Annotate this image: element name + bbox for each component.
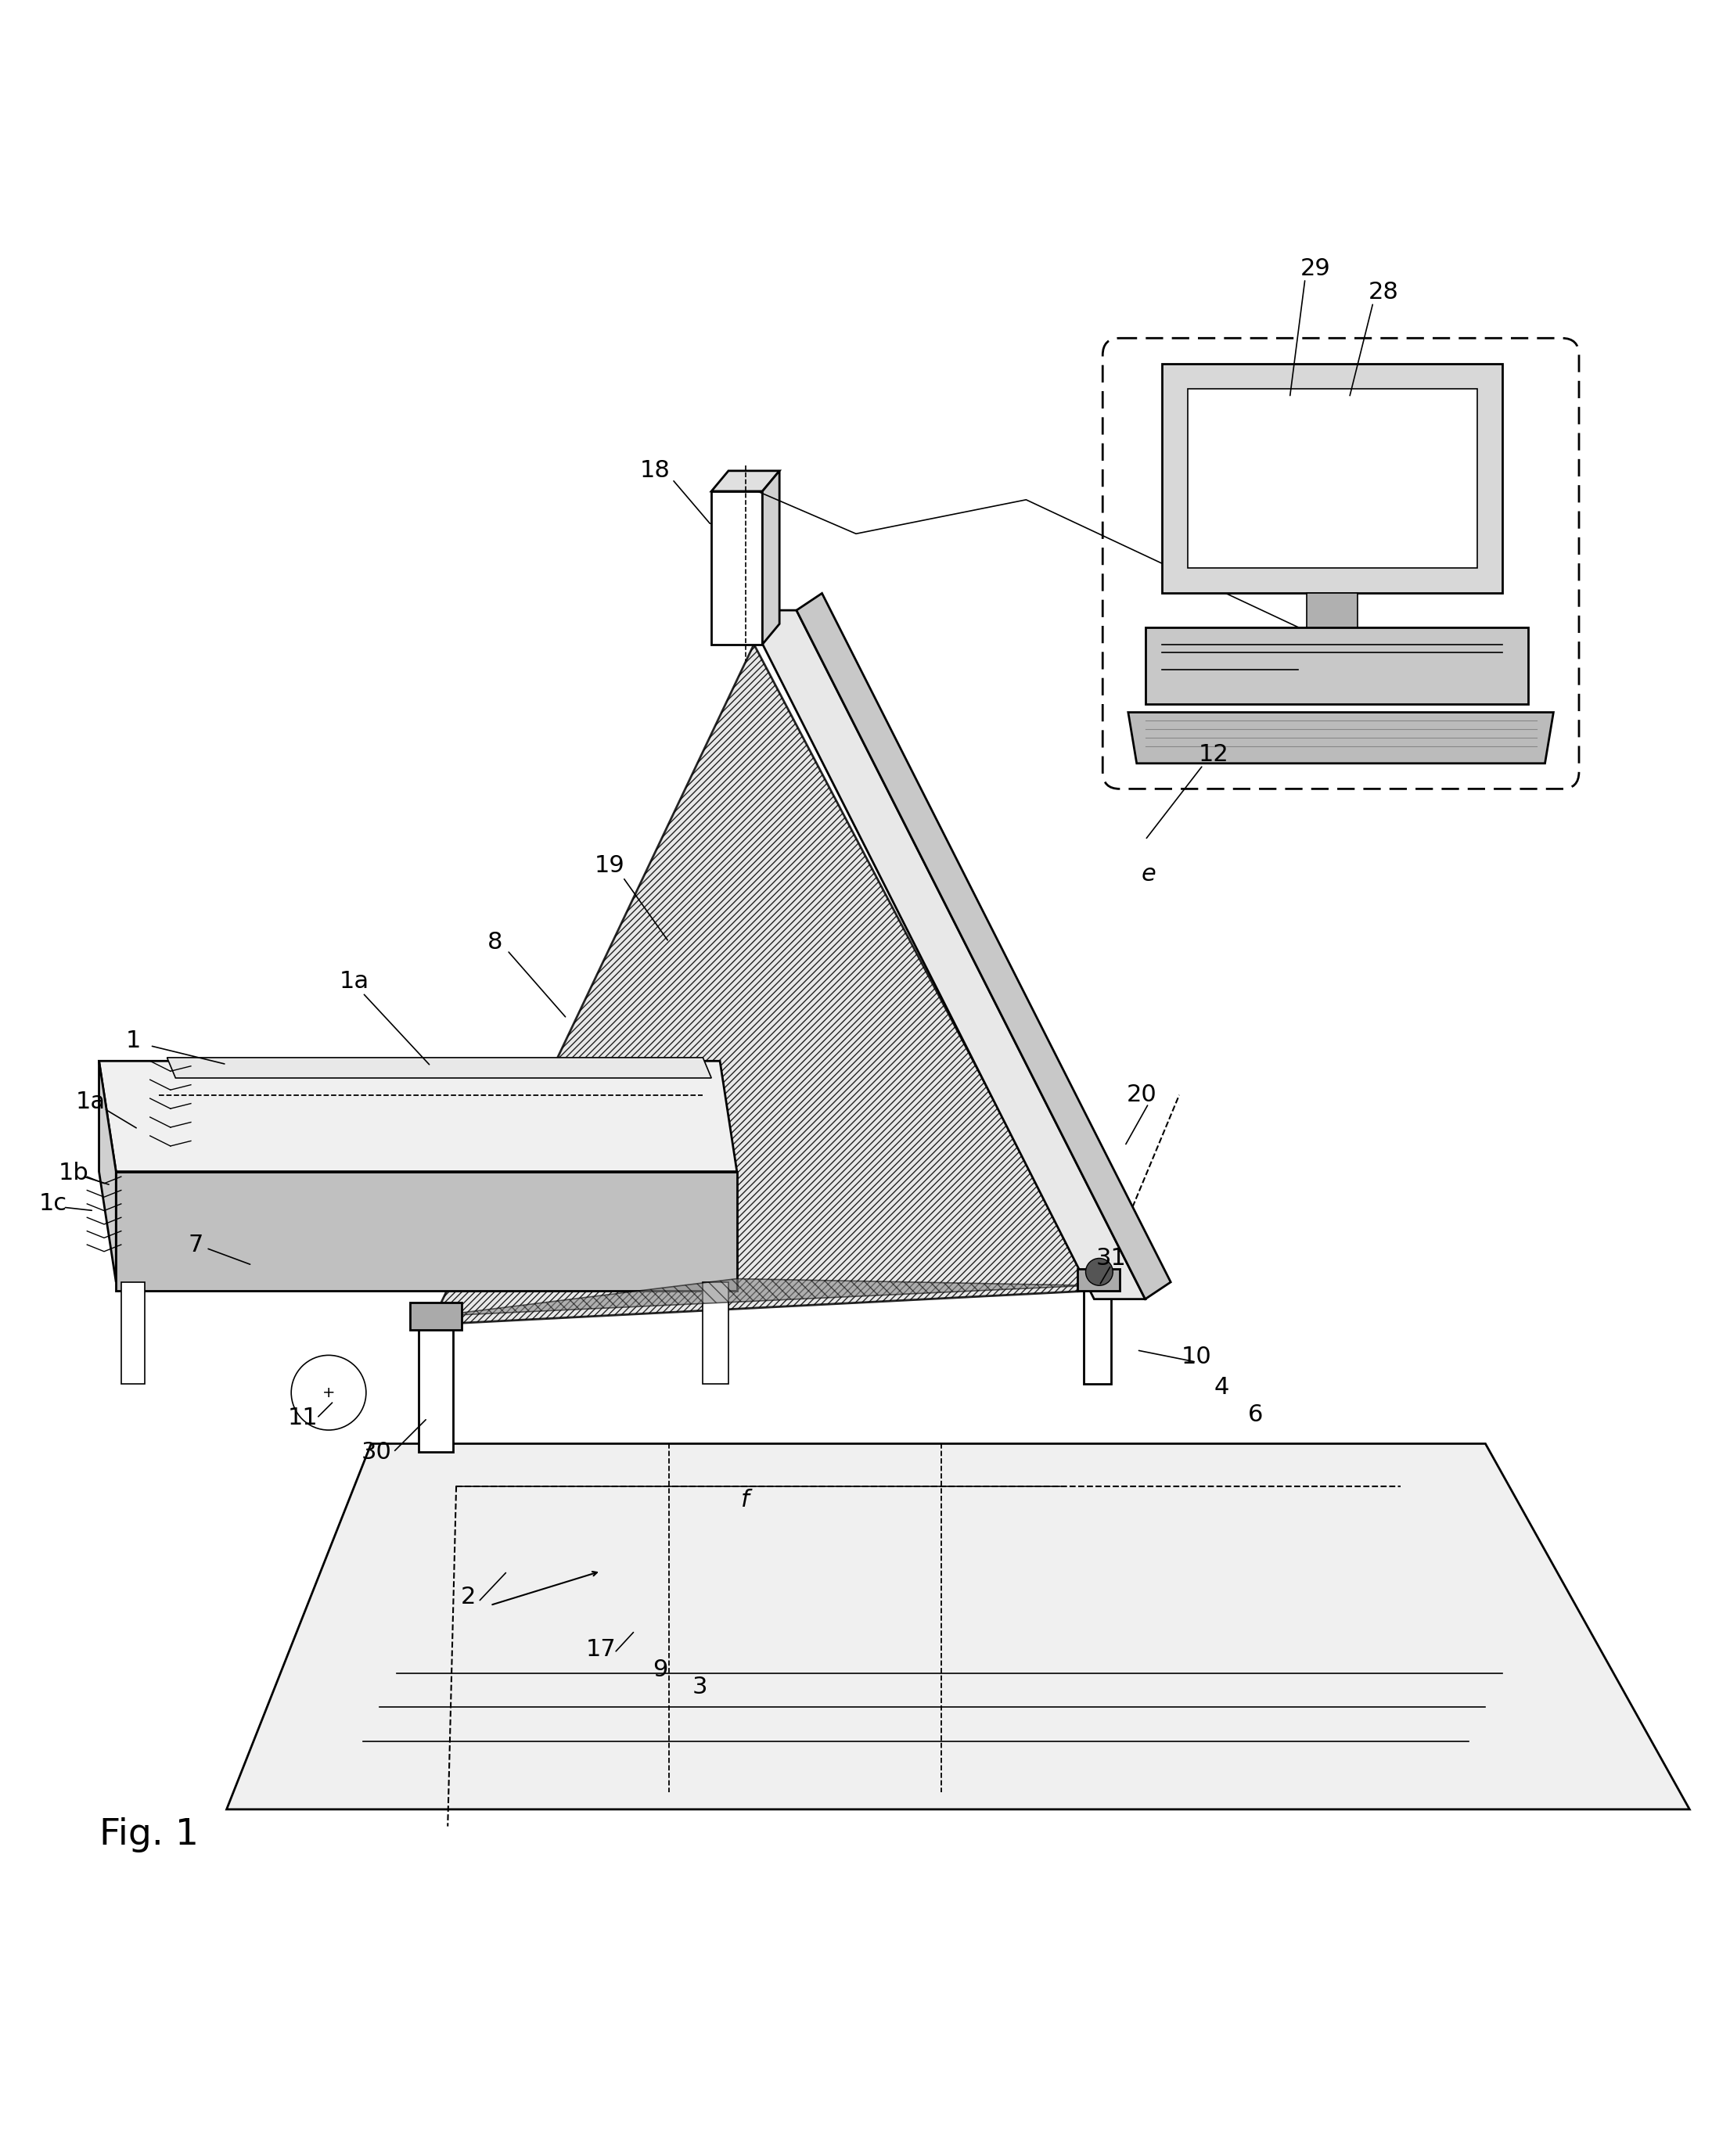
Polygon shape [122,1283,146,1384]
Text: 1a: 1a [75,1091,106,1112]
Text: +: + [322,1384,336,1399]
Text: 1b: 1b [58,1162,89,1184]
Text: 2: 2 [461,1585,476,1608]
Polygon shape [712,470,779,492]
Text: 1a: 1a [339,970,370,992]
Text: f: f [741,1488,750,1511]
Polygon shape [99,1061,116,1283]
Text: 1c: 1c [39,1192,67,1216]
Polygon shape [704,1283,728,1384]
Text: Fig. 1: Fig. 1 [99,1818,199,1852]
Polygon shape [1084,1274,1111,1384]
Polygon shape [431,645,1094,1324]
Text: 4: 4 [1214,1376,1229,1399]
Polygon shape [1188,390,1477,567]
Polygon shape [435,1279,1089,1315]
Polygon shape [419,1307,454,1453]
Text: 31: 31 [1096,1246,1126,1270]
Polygon shape [712,492,762,645]
Text: 30: 30 [361,1440,392,1464]
Text: 3: 3 [692,1675,707,1699]
Polygon shape [99,1061,736,1171]
Text: 7: 7 [188,1233,204,1257]
Text: 17: 17 [586,1639,616,1660]
Circle shape [291,1356,366,1429]
Polygon shape [762,470,779,645]
Text: 9: 9 [652,1658,668,1682]
Polygon shape [1162,364,1503,593]
Polygon shape [1145,627,1527,703]
Polygon shape [745,610,1145,1300]
Polygon shape [1077,1268,1120,1291]
Text: 12: 12 [1198,744,1229,765]
Polygon shape [411,1302,461,1330]
Text: 18: 18 [640,459,671,483]
Polygon shape [116,1171,736,1291]
Circle shape [1085,1259,1113,1285]
Text: 29: 29 [1299,257,1330,280]
Text: 6: 6 [1248,1404,1263,1425]
Polygon shape [226,1445,1690,1809]
Text: 20: 20 [1126,1084,1157,1106]
Text: 8: 8 [488,931,503,953]
Polygon shape [796,593,1171,1300]
Text: 10: 10 [1181,1345,1212,1369]
Text: 1: 1 [125,1028,140,1052]
Text: 11: 11 [288,1408,318,1429]
Text: e: e [1142,862,1156,886]
Polygon shape [1128,711,1553,763]
Polygon shape [1306,593,1358,627]
Polygon shape [168,1059,712,1078]
Text: 19: 19 [594,854,625,877]
Text: 28: 28 [1368,280,1399,304]
